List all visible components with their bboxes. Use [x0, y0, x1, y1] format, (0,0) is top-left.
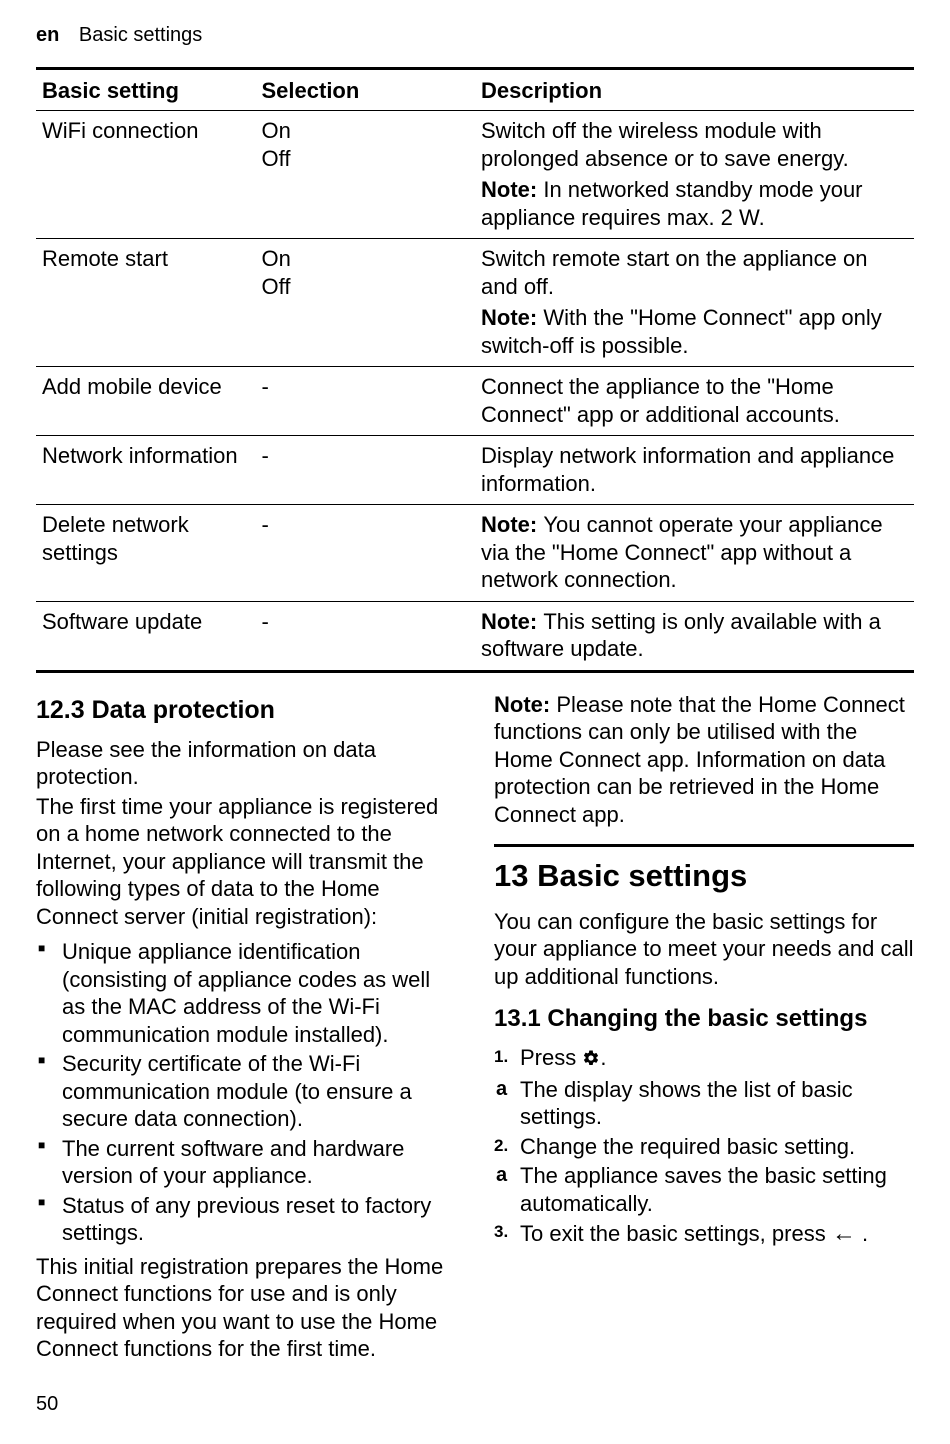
cell-selection: -: [256, 436, 476, 505]
steps-list: Press . The display shows the list of ba…: [494, 1044, 914, 1249]
gear-icon: [582, 1046, 600, 1074]
list-item: Security certificate of the Wi-Fi commun…: [36, 1050, 456, 1133]
note-paragraph: Note: Please note that the Home Connect …: [494, 691, 914, 829]
step-1-text-b: .: [600, 1045, 606, 1070]
registration-paragraph: This initial registration prepares the H…: [36, 1253, 456, 1363]
cell-description: Connect the appliance to the "Home Conne…: [475, 367, 914, 436]
result-2: The appliance saves the basic setting au…: [494, 1162, 914, 1217]
th-description: Description: [475, 69, 914, 111]
step-1-text-a: Press: [520, 1045, 582, 1070]
table-row: Network information-Display network info…: [36, 436, 914, 505]
table-row: WiFi connectionOnOffSwitch off the wirel…: [36, 111, 914, 239]
page-number: 50: [36, 1393, 914, 1416]
right-column: Note: Please note that the Home Connect …: [494, 691, 914, 1365]
th-setting: Basic setting: [36, 69, 256, 111]
data-types-list: Unique appliance identification (consist…: [36, 938, 456, 1247]
header-title: Basic settings: [79, 24, 202, 46]
cell-selection: -: [256, 367, 476, 436]
table-row: Software update-Note: This setting is on…: [36, 601, 914, 671]
step-3-text-b: .: [862, 1221, 868, 1246]
cell-description: Switch off the wireless module with prol…: [475, 111, 914, 239]
intro-paragraph-2: The first time your appliance is registe…: [36, 793, 456, 931]
cell-description: Switch remote start on the appliance on …: [475, 239, 914, 367]
note-label: Note:: [494, 692, 550, 717]
cell-setting: Software update: [36, 601, 256, 671]
intro-paragraph: Please see the information on data prote…: [36, 736, 456, 791]
cell-setting: Delete network settings: [36, 505, 256, 602]
left-column: 12.3 Data protection Please see the info…: [36, 691, 456, 1365]
step-1: Press .: [494, 1044, 914, 1074]
list-item: Status of any previous reset to factory …: [36, 1192, 456, 1247]
cell-setting: Add mobile device: [36, 367, 256, 436]
table-row: Delete network settings-Note: You cannot…: [36, 505, 914, 602]
list-item: The current software and hardware versio…: [36, 1135, 456, 1190]
section-heading-13-1: 13.1 Changing the basic settings: [494, 1004, 914, 1034]
chapter-intro: You can configure the basic settings for…: [494, 908, 914, 991]
settings-table: Basic setting Selection Description WiFi…: [36, 67, 914, 673]
cell-selection: OnOff: [256, 111, 476, 239]
list-item: Unique appliance identification (consist…: [36, 938, 456, 1048]
cell-description: Note: You cannot operate your appliance …: [475, 505, 914, 602]
cell-selection: OnOff: [256, 239, 476, 367]
cell-description: Display network information and applianc…: [475, 436, 914, 505]
step-3: To exit the basic settings, press ← .: [494, 1219, 914, 1249]
cell-setting: Remote start: [36, 239, 256, 367]
step-2: Change the required basic setting.: [494, 1133, 914, 1161]
table-row: Add mobile device-Connect the appliance …: [36, 367, 914, 436]
cell-selection: -: [256, 505, 476, 602]
table-row: Remote startOnOffSwitch remote start on …: [36, 239, 914, 367]
step-3-text-a: To exit the basic settings, press: [520, 1221, 832, 1246]
cell-setting: WiFi connection: [36, 111, 256, 239]
back-arrow-icon: ←: [832, 1220, 856, 1247]
chapter-heading-13: 13 Basic settings: [494, 844, 914, 896]
section-heading-12-3: 12.3 Data protection: [36, 695, 456, 726]
result-1: The display shows the list of basic sett…: [494, 1076, 914, 1131]
cell-selection: -: [256, 601, 476, 671]
cell-description: Note: This setting is only available wit…: [475, 601, 914, 671]
cell-setting: Network information: [36, 436, 256, 505]
th-selection: Selection: [256, 69, 476, 111]
page-header: en Basic settings: [36, 24, 914, 47]
note-text: Please note that the Home Connect functi…: [494, 692, 905, 827]
lang-code: en: [36, 24, 59, 46]
